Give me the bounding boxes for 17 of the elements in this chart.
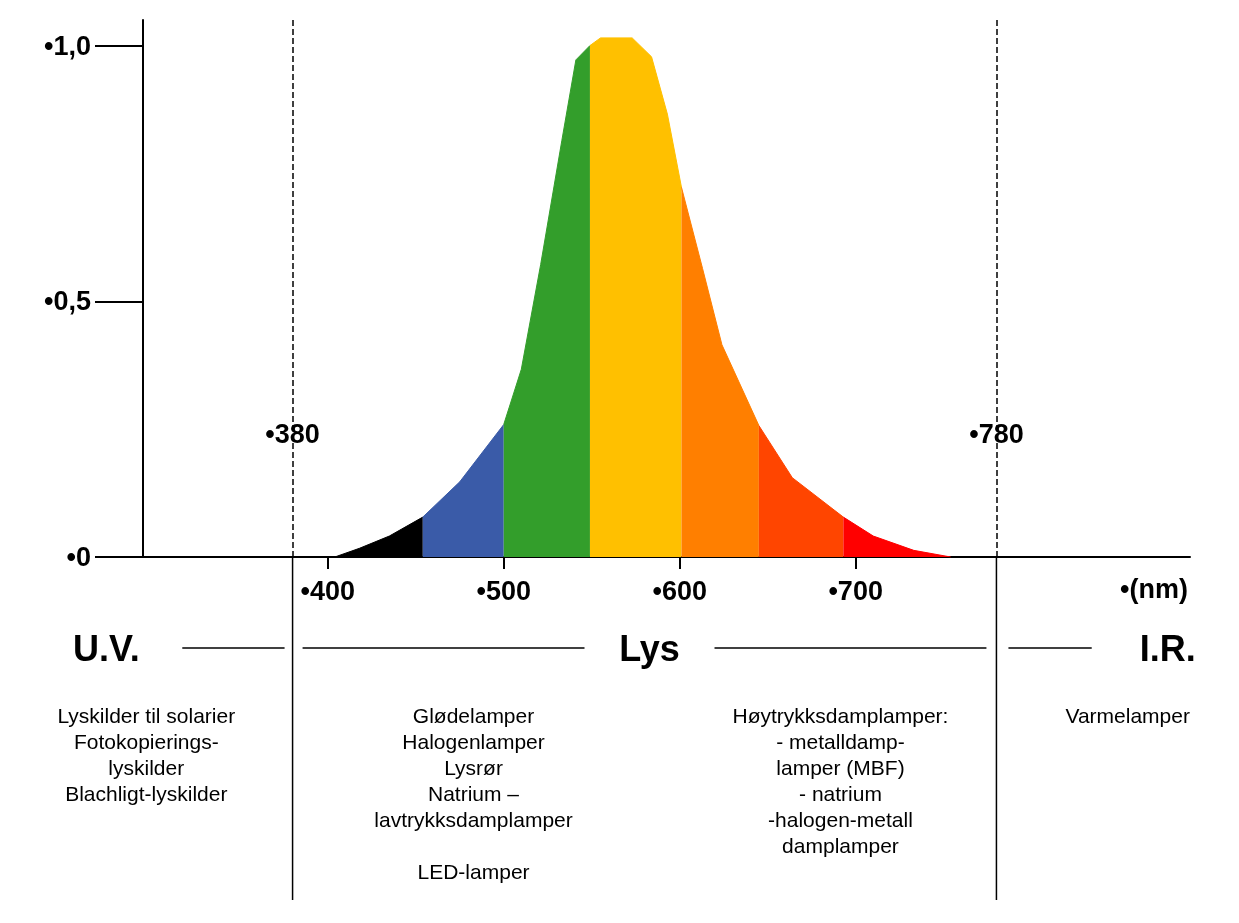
x-axis-title: •(nm): [1120, 574, 1188, 604]
text: Høytrykksdamplamper: - metalldamp- lamper (MBF) - natrium -halogen-metall damplamper: [732, 703, 949, 857]
ref-line-label: •780: [969, 419, 1024, 450]
x-tick-label: •700: [828, 575, 883, 606]
text: Lyskilder til solarier Fotokopierings- lyskilder Blachligt-lyskilder: [57, 703, 236, 805]
x-tick-label: •500: [476, 575, 531, 606]
y-tick-label: •0,5: [44, 286, 91, 317]
x-tick-label: •600: [652, 575, 707, 606]
y-tick-label: •0: [66, 542, 91, 572]
text: U.V.: [72, 627, 140, 669]
x-tick-label: •400: [300, 575, 356, 606]
y-tick-label: •1,0: [44, 30, 91, 61]
text: Lys: [619, 627, 680, 669]
text: Glødelamper Halogenlamper Lysrør Natrium – lavtrykksdamplamper LED-lamper: [374, 703, 573, 883]
ref-line-label: •380: [265, 419, 320, 450]
text: Varmelamper: [1065, 703, 1190, 727]
text: I.R.: [1139, 627, 1196, 669]
